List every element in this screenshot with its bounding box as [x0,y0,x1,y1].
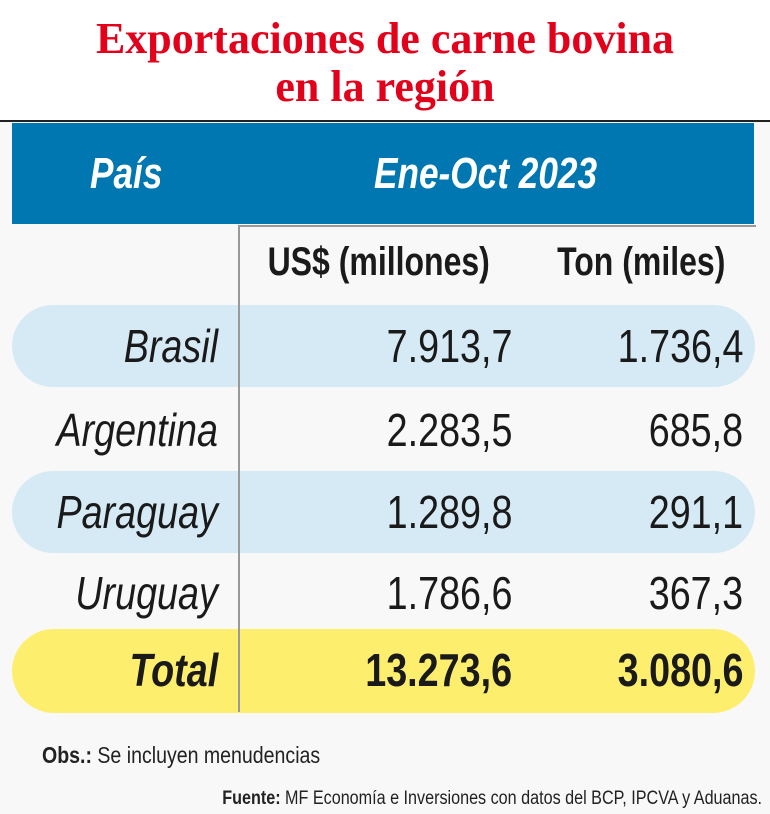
table-row: Argentina 2.283,5 685,8 [12,389,755,471]
cell-total-ton: 3.080,6 [617,644,743,696]
table-header: País Ene-Oct 2023 [12,123,754,224]
source-text: MF Economía e Inversiones con datos del … [280,788,762,809]
cell-country: Uruguay [75,567,218,619]
cell-usd: 2.283,5 [386,404,512,456]
column-header-ton: Ton (miles) [556,240,725,284]
source-label: Fuente: [222,788,281,809]
cell-country: Brasil [123,320,218,372]
cell-ton: 367,3 [648,567,743,619]
divider-vertical [238,226,240,712]
cell-total-label: Total [129,644,218,696]
cell-ton: 291,1 [648,486,743,538]
header-period: Ene-Oct 2023 [374,149,598,198]
observation-note: Obs.: Se incluyen menudencias [42,742,320,769]
source-note: Fuente: MF Economía e Inversiones con da… [222,788,762,810]
obs-text: Se incluyen menudencias [91,742,321,768]
divider-horizontal [238,225,756,227]
obs-label: Obs.: [42,742,92,768]
cell-ton: 1.736,4 [617,320,743,372]
table-row: Paraguay 1.289,8 291,1 [12,471,755,553]
title-area: Exportaciones de carne bovina en la regi… [0,0,770,122]
chart-title-line-2: en la región [275,62,495,111]
column-header-usd: US$ (millones) [267,240,490,284]
table-row: Brasil 7.913,7 1.736,4 [12,305,755,387]
cell-country: Argentina [56,404,218,456]
cell-usd: 7.913,7 [386,320,512,372]
cell-ton: 685,8 [648,404,743,456]
cell-total-usd: 13.273,6 [365,644,512,696]
cell-usd: 1.786,6 [386,567,512,619]
cell-country: Paraguay [56,486,218,538]
chart-title-line-1: Exportaciones de carne bovina [95,14,675,63]
cell-usd: 1.289,8 [386,486,512,538]
table-row: Uruguay 1.786,6 367,3 [12,552,755,634]
header-country: País [90,149,163,198]
total-row: Total 13.273,6 3.080,6 [12,629,755,713]
